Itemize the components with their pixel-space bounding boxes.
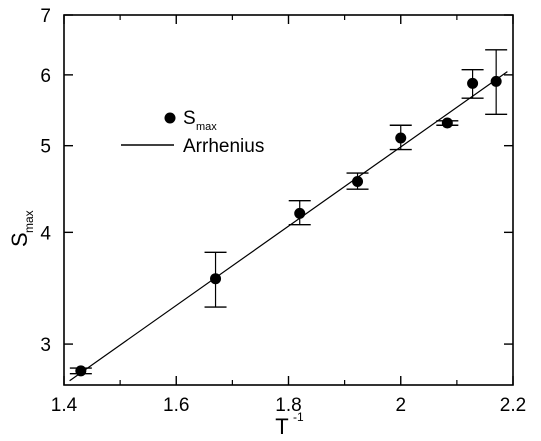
data-point bbox=[395, 132, 407, 144]
data-point bbox=[210, 273, 222, 285]
data-point bbox=[441, 117, 453, 129]
data-point bbox=[294, 207, 306, 219]
x-tick-label: 2.2 bbox=[500, 395, 526, 416]
arrhenius-line bbox=[69, 71, 508, 382]
y-tick-label: 3 bbox=[40, 335, 51, 356]
y-axis-label-sub: max bbox=[22, 210, 36, 233]
data-point bbox=[75, 365, 87, 377]
data-point bbox=[467, 77, 479, 89]
y-tick-label: 7 bbox=[40, 6, 51, 27]
plot-frame bbox=[63, 14, 514, 386]
y-axis-label: S bbox=[7, 232, 32, 247]
y-tick-label: 4 bbox=[40, 223, 51, 244]
legend-marker-points bbox=[164, 112, 176, 124]
y-tick-label: 5 bbox=[40, 137, 51, 158]
data-point bbox=[352, 175, 364, 187]
x-tick-label: 1.6 bbox=[163, 395, 189, 416]
data-point bbox=[490, 75, 502, 87]
x-tick-label: 1.8 bbox=[275, 395, 301, 416]
x-tick-label: 1.4 bbox=[51, 395, 78, 416]
y-tick-label: 6 bbox=[40, 66, 51, 87]
x-tick-label: 2 bbox=[395, 395, 406, 416]
x-axis-label-sup: -1 bbox=[293, 410, 304, 424]
legend-label-line: Arrhenius bbox=[183, 136, 264, 157]
legend-label-points-sub: max bbox=[196, 121, 217, 133]
legend-label-points: S bbox=[183, 108, 196, 129]
x-axis-label: T bbox=[275, 414, 288, 439]
